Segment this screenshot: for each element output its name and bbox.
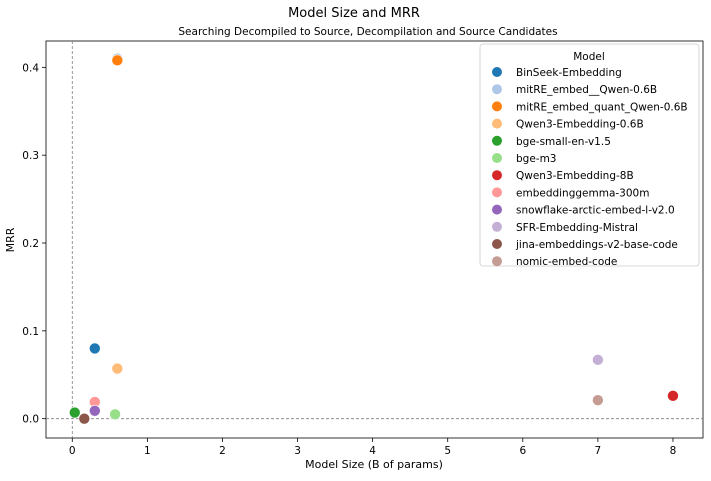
- legend-items: BinSeek-Embedding mitRE_embed__Qwen-0.6Bm…: [492, 67, 688, 268]
- legend-marker: [492, 67, 502, 77]
- y-tick-label: 0.4: [22, 62, 39, 74]
- reference-lines: [46, 41, 703, 438]
- data-point: [89, 404, 101, 417]
- legend-label: mitRE_embed__Qwen-0.6B: [516, 84, 657, 96]
- legend-label: bge-m3: [516, 153, 557, 165]
- x-tick-label: 1: [144, 445, 151, 457]
- legend-title: Model: [573, 51, 605, 63]
- y-tick-label: 0.1: [22, 326, 39, 338]
- data-point: [592, 354, 604, 366]
- legend-marker: [492, 204, 502, 215]
- x-tick-label: 0: [69, 445, 76, 457]
- legend-label: BinSeek-Embedding: [516, 67, 622, 79]
- y-tick-label: 0.3: [22, 150, 39, 162]
- data-point: [68, 406, 81, 419]
- legend-label: jina-embeddings-v2-base-code: [515, 239, 678, 251]
- data-point: [111, 54, 124, 67]
- x-tick-label: 7: [595, 445, 602, 457]
- chart-subtitle: Searching Decompiled to Source, Decompil…: [178, 26, 557, 38]
- y-axis-label: MRR: [4, 227, 17, 252]
- x-tick-label: 6: [519, 445, 526, 457]
- data-point: [667, 390, 679, 402]
- y-tick-label: 0.0: [22, 414, 39, 426]
- legend-frame: [479, 43, 700, 267]
- legend-marker: [492, 101, 502, 112]
- legend-marker: [492, 153, 502, 163]
- x-tick-label: 2: [219, 445, 226, 457]
- x-tick-label: 4: [369, 445, 376, 457]
- legend-marker: [492, 118, 502, 129]
- legend-label: Qwen3-Embedding-8B: [516, 170, 634, 182]
- chart-title: Model Size and MRR: [288, 6, 420, 21]
- legend-marker: [492, 256, 502, 267]
- x-axis-label: Model Size (B of params): [305, 458, 443, 471]
- legend: Model BinSeek-Embedding mitRE_embed__Qwen…: [479, 43, 700, 268]
- data-point: [592, 394, 604, 407]
- legend-marker: [492, 135, 502, 146]
- legend-marker: [492, 84, 502, 95]
- legend-label: mitRE_embed_quant_Qwen-0.6B: [516, 101, 688, 113]
- legend-label: SFR-Embedding-Mistral: [516, 222, 638, 234]
- data-point: [109, 408, 121, 421]
- legend-label: embeddinggemma-300m: [516, 187, 649, 199]
- data-point: [89, 342, 101, 355]
- x-tick-label: 8: [670, 445, 677, 457]
- y-tick-label: 0.2: [22, 238, 39, 250]
- legend-label: Qwen3-Embedding-0.6B: [516, 119, 644, 131]
- x-tick-label: 3: [294, 445, 301, 457]
- plot-area-frame: [45, 40, 704, 439]
- legend-label: snowflake-arctic-embed-l-v2.0: [516, 205, 675, 217]
- data-point: [78, 412, 91, 425]
- legend-marker: [492, 187, 502, 198]
- y-axis-ticks: 0.0 0.1 0.2 0.3 0.4: [22, 62, 46, 426]
- legend-marker: [492, 170, 502, 181]
- legend-marker: [492, 239, 502, 249]
- data-points: [68, 52, 679, 425]
- legend-label: nomic-embed-code: [516, 256, 617, 268]
- x-axis-ticks: 0 1 2 3 4 5 6 7 8: [69, 438, 676, 457]
- x-tick-label: 5: [444, 445, 451, 457]
- legend-marker: [492, 221, 502, 232]
- data-point: [111, 362, 124, 375]
- legend-label: bge-small-en-v1.5: [516, 136, 611, 148]
